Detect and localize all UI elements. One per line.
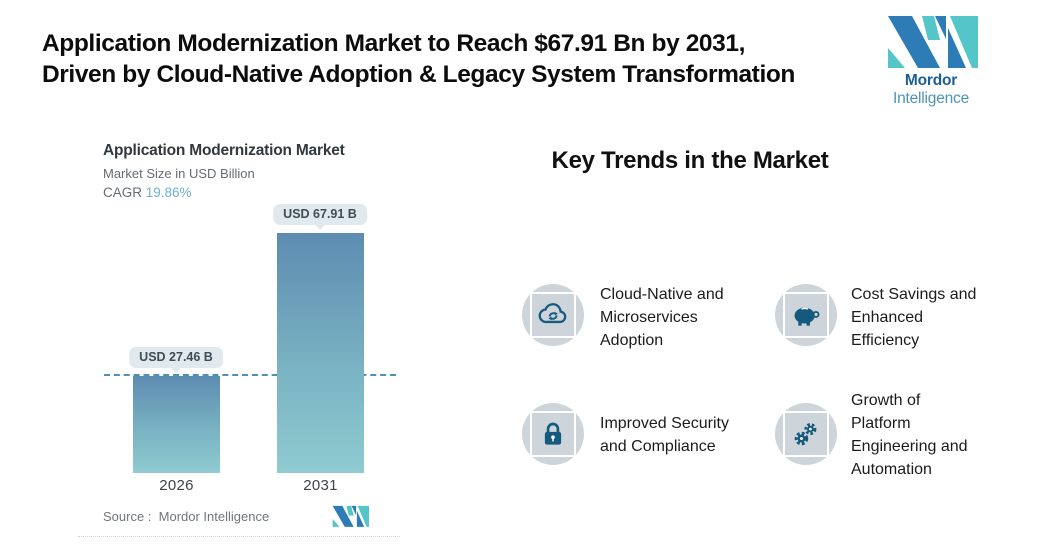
value-label-2031: USD 67.91 B	[273, 204, 367, 230]
mordor-intelligence-logo: Mordor Intelligence	[866, 14, 996, 108]
x-axis-label-2026: 2026	[159, 477, 194, 494]
icon-frame	[783, 411, 829, 457]
piggy-bank-icon	[794, 307, 820, 326]
trend-label-platform-engineering: Growth of Platform Engineering and Autom…	[851, 392, 968, 478]
chart-source: Source : Mordor Intelligence	[103, 509, 270, 524]
lock-icon	[544, 422, 562, 445]
x-axis-label-2031: 2031	[303, 477, 338, 494]
cagr-value: 19.86%	[145, 185, 192, 200]
cagr-label: CAGR	[103, 185, 146, 200]
gears-icon	[794, 423, 817, 446]
trend-label-cost-savings: Cost Savings and Enhanced Efficiency	[851, 286, 977, 349]
mordor-logo-mark-small	[332, 505, 369, 527]
brand-name-light: Intelligence	[892, 90, 970, 107]
reference-dashed-line	[104, 374, 396, 376]
trend-icon-circle	[775, 403, 837, 465]
bar-2031	[277, 233, 364, 473]
chart-title: Application Modernization Market	[103, 142, 345, 159]
trend-label-cloud-native: Cloud-Native and Microservices Adoption	[600, 286, 724, 349]
trend-label-security: Improved Security and Compliance	[600, 415, 729, 455]
chart-cagr: CAGR 19.86%	[103, 185, 192, 200]
bar-chart-plot-area: USD 27.46 B USD 67.91 B 2026 2031	[104, 204, 396, 494]
key-trends-heading: Key Trends in the Market	[551, 147, 829, 174]
bar-2026	[133, 376, 220, 473]
brand-wordmark: Mordor Intelligence	[866, 72, 996, 108]
trend-icon-circle	[522, 284, 584, 346]
cloud-sync-icon	[538, 303, 567, 324]
icon-frame	[530, 411, 576, 457]
market-size-chart-card: Application Modernization Market Market …	[78, 115, 400, 539]
value-label-2026: USD 27.46 B	[129, 347, 223, 373]
icon-frame	[783, 292, 829, 338]
brand-name-bold: Mordor	[904, 72, 958, 89]
trend-icon-circle	[775, 284, 837, 346]
icon-frame	[530, 292, 576, 338]
chart-subtitle: Market Size in USD Billion	[103, 166, 255, 181]
page-title: Application Modernization Market to Reac…	[42, 30, 795, 88]
mordor-logo-mark	[888, 16, 978, 68]
trend-icon-circle	[522, 403, 584, 465]
chart-card-bottom-divider	[78, 536, 400, 537]
